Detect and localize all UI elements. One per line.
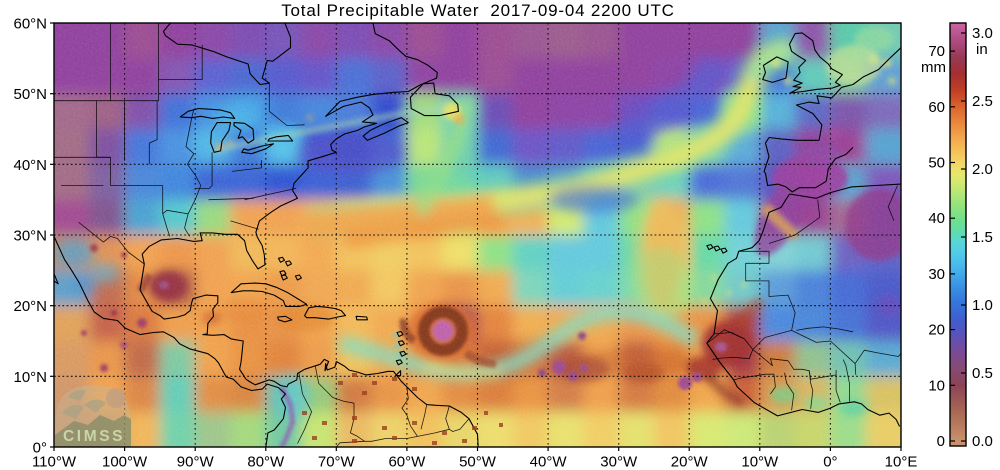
svg-text:0°: 0° [823, 454, 837, 470]
svg-text:10°W: 10°W [741, 454, 779, 470]
svg-text:90°W: 90°W [177, 454, 215, 470]
svg-text:CIMSS: CIMSS [63, 428, 125, 445]
svg-text:70°W: 70°W [318, 454, 356, 470]
svg-text:40°W: 40°W [530, 454, 568, 470]
svg-text:1.0: 1.0 [972, 297, 993, 314]
svg-text:30: 30 [928, 266, 945, 283]
svg-text:0°: 0° [33, 440, 47, 457]
svg-text:0.5: 0.5 [972, 365, 993, 382]
svg-text:1.5: 1.5 [972, 229, 993, 246]
svg-text:60: 60 [928, 99, 945, 116]
svg-text:80°W: 80°W [247, 454, 285, 470]
svg-text:0: 0 [937, 433, 945, 450]
svg-text:20: 20 [928, 322, 945, 339]
svg-text:20°N: 20°N [13, 298, 47, 315]
svg-text:60°W: 60°W [388, 454, 426, 470]
svg-text:2.0: 2.0 [972, 161, 993, 178]
svg-text:3.0: 3.0 [972, 25, 993, 42]
svg-text:0.0: 0.0 [972, 433, 993, 450]
svg-text:110°W: 110°W [32, 454, 77, 470]
svg-text:40: 40 [928, 210, 945, 227]
svg-text:50°W: 50°W [459, 454, 497, 470]
svg-text:mm: mm [921, 59, 946, 76]
svg-text:in: in [976, 41, 988, 58]
svg-text:30°N: 30°N [13, 228, 47, 245]
svg-text:60°N: 60°N [13, 16, 47, 33]
svg-text:20°W: 20°W [671, 454, 709, 470]
svg-text:10°N: 10°N [13, 369, 47, 386]
svg-text:40°N: 40°N [13, 157, 47, 174]
svg-text:100°W: 100°W [102, 454, 148, 470]
svg-text:50: 50 [928, 155, 945, 172]
svg-text:10°E: 10°E [885, 454, 918, 470]
svg-text:30°W: 30°W [600, 454, 638, 470]
svg-text:50°N: 50°N [13, 86, 47, 103]
svg-text:70: 70 [928, 43, 945, 60]
svg-text:2.5: 2.5 [972, 93, 993, 110]
svg-text:Total Precipitable Water 2017: Total Precipitable Water 2017-09-04 2200… [281, 1, 675, 20]
svg-text:10: 10 [928, 377, 945, 394]
